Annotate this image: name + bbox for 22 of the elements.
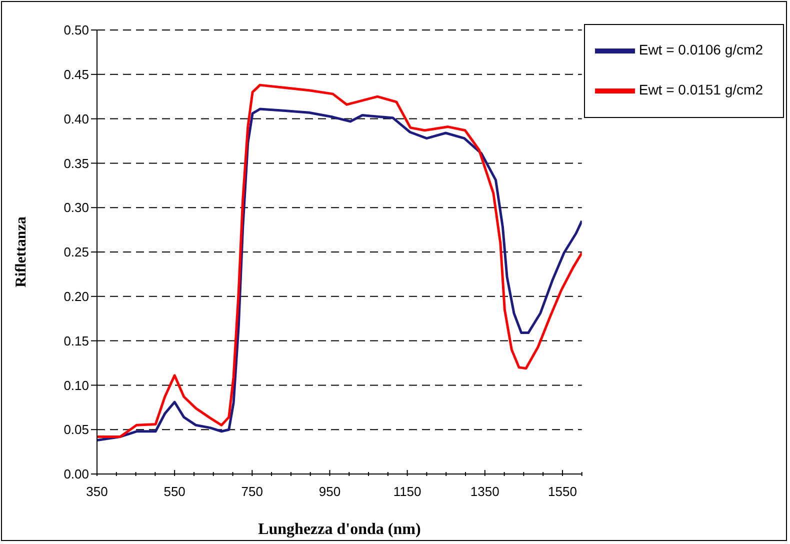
y-tick-label: 0.35	[64, 156, 89, 171]
y-tick-label: 0.10	[64, 378, 89, 393]
x-tick-label: 750	[241, 484, 264, 499]
x-axis-title: Lunghezza d'onda (nm)	[258, 521, 421, 538]
y-tick-label: 0.05	[64, 422, 89, 438]
x-tick-label: 350	[86, 484, 108, 499]
x-tick-label: 1150	[393, 484, 422, 499]
y-tick-label: 0.20	[64, 289, 89, 304]
y-tick-label: 0.15	[64, 333, 89, 348]
x-tick-label: 1350	[470, 484, 500, 499]
y-axis-title: Riflettanza	[13, 216, 30, 288]
y-tick-label: 0.00	[64, 466, 89, 482]
y-tick-label: 0.45	[64, 67, 89, 82]
y-tick-label: 0.30	[64, 200, 89, 216]
x-tick-label: 950	[318, 484, 341, 499]
x-tick-label: 1550	[548, 484, 577, 499]
y-tick-label: 0.40	[64, 111, 89, 126]
y-tick-label: 0.25	[64, 244, 89, 260]
legend-label: Ewt = 0.0151 g/cm2	[638, 82, 763, 98]
y-tick-label: 0.50	[64, 22, 89, 38]
legend-label: Ewt = 0.0106 g/cm2	[638, 42, 763, 58]
x-tick-label: 550	[164, 484, 186, 499]
